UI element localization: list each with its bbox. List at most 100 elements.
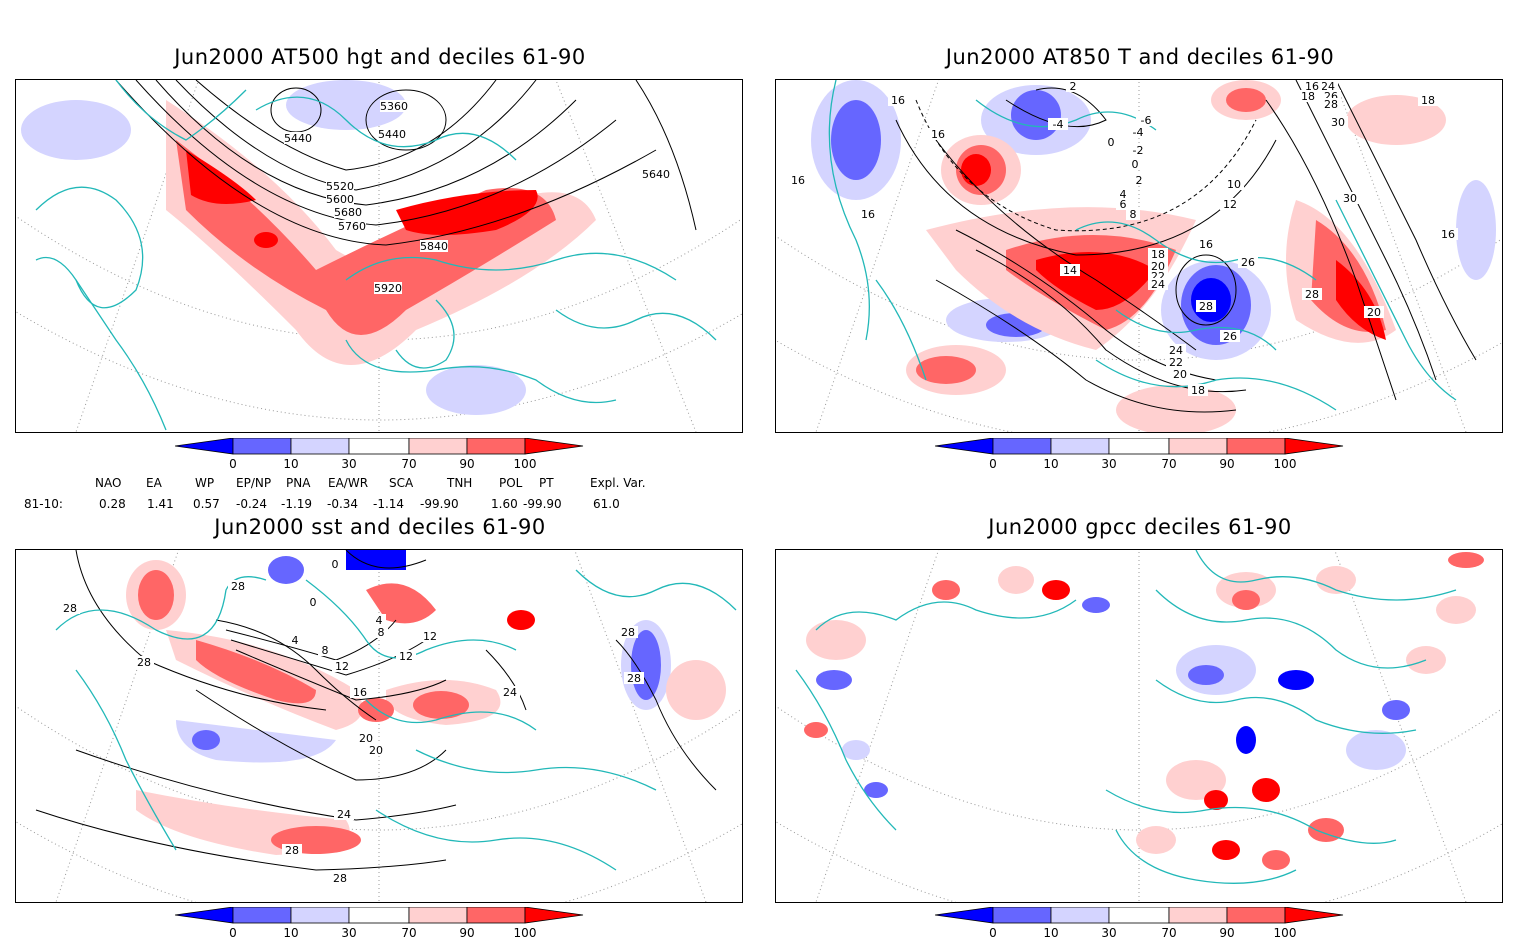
- colorbar-tick: 100: [1274, 457, 1297, 471]
- contour-label: 28: [231, 580, 245, 593]
- contour-label: 16: [1199, 238, 1213, 251]
- contour-label: 28: [621, 626, 635, 639]
- index-row-label: 81-10:: [24, 497, 63, 511]
- map-panel-sst: 28 28 28 4 8 12 16 20 20 24 28 28 24 28 …: [15, 549, 743, 903]
- map-panel-gpcc: [775, 549, 1503, 903]
- contour-label: 8: [322, 644, 329, 657]
- colorbar-tick: 30: [1101, 926, 1116, 940]
- colorbar-gpcc: 0 10 30 70 90 100: [934, 906, 1355, 941]
- colorbar-tick: 70: [401, 926, 416, 940]
- contour-label: 14: [1063, 264, 1077, 277]
- contour-label: 5840: [420, 240, 448, 253]
- colorbar-tick: 100: [1274, 926, 1297, 940]
- colorbar-tick: 10: [283, 457, 298, 471]
- colorbar-sst: 0 10 30 70 90 100: [174, 906, 595, 941]
- map-panel-hgt: 5360 5440 5440 5520 5600 5680 5760 5840 …: [15, 79, 743, 433]
- contour-label: 24: [1169, 344, 1183, 357]
- contour-label: 16: [891, 94, 905, 107]
- index-value: 1.41: [147, 497, 174, 511]
- map-hgt: 5360 5440 5440 5520 5600 5680 5760 5840 …: [16, 80, 742, 432]
- contour-label: 10: [1227, 178, 1241, 191]
- panel-title-t850: Jun2000 AT850 T and deciles 61-90: [945, 45, 1335, 69]
- index-value: 0.28: [99, 497, 126, 511]
- contour-label: -4: [1053, 118, 1064, 131]
- panel-title-sst: Jun2000 sst and deciles 61-90: [214, 515, 546, 539]
- contour-label: 5920: [374, 282, 402, 295]
- index-value: -0.24: [236, 497, 268, 511]
- index-header: SCA: [389, 476, 414, 490]
- contour-label: 28: [63, 602, 77, 615]
- contour-label: 24: [503, 686, 517, 699]
- contour-label: 4: [1120, 188, 1127, 201]
- contour-label: 8: [1130, 208, 1137, 221]
- colorbar-tick: 0: [989, 457, 997, 471]
- contour-label: 30: [1331, 116, 1345, 129]
- colorbar-tick: 70: [1161, 926, 1176, 940]
- index-header: PNA: [286, 476, 311, 490]
- contour-label: 12: [399, 650, 413, 663]
- index-value: 61.0: [593, 497, 620, 511]
- contour-label: 5760: [338, 220, 366, 233]
- contour-label: 0: [1132, 158, 1139, 171]
- contour-label: 28: [1305, 288, 1319, 301]
- contour-label: 5440: [378, 128, 406, 141]
- index-value: 0.57: [193, 497, 220, 511]
- contour-label: 20: [1173, 368, 1187, 381]
- contour-label: 26: [1241, 256, 1255, 269]
- index-header: WP: [195, 476, 215, 490]
- colorbar-tick: 90: [1219, 926, 1234, 940]
- contour-label: 16: [931, 128, 945, 141]
- contour-label: 18: [1191, 384, 1205, 397]
- contour-label: 5360: [380, 100, 408, 113]
- map-sst: 28 28 28 4 8 12 16 20 20 24 28 28 24 28 …: [16, 550, 742, 902]
- index-value: -99.90: [523, 497, 562, 511]
- colorbar-tick: 30: [1101, 457, 1116, 471]
- contour-label: 4: [376, 614, 383, 627]
- index-value: -1.19: [281, 497, 313, 511]
- contour-label: -4: [1133, 126, 1144, 139]
- contour-label: 28: [627, 672, 641, 685]
- contour-label: 12: [423, 630, 437, 643]
- contour-label: 16: [1305, 80, 1319, 93]
- contour-label: 24: [1321, 80, 1335, 93]
- contour-label: 16: [791, 174, 805, 187]
- index-header: Expl. Var.: [590, 476, 646, 490]
- index-header: PT: [539, 476, 554, 490]
- contour-label: 20: [359, 732, 373, 745]
- panel-title-gpcc: Jun2000 gpcc deciles 61-90: [988, 515, 1292, 539]
- contour-label: 16: [861, 208, 875, 221]
- colorbar-tick: 90: [1219, 457, 1234, 471]
- contour-label: 0: [310, 596, 317, 609]
- colorbar-tick: 90: [459, 926, 474, 940]
- contour-label: -6: [1141, 114, 1152, 127]
- colorbar-t850: 0 10 30 70 90 100: [934, 437, 1355, 472]
- index-value: -1.14: [373, 497, 405, 511]
- contour-label: 30: [1343, 192, 1357, 205]
- contour-label: 18: [1151, 248, 1165, 261]
- colorbar-tick: 30: [341, 457, 356, 471]
- contour-label: 28: [1324, 98, 1338, 111]
- contour-label: 24: [1151, 278, 1165, 291]
- contour-label: 12: [335, 660, 349, 673]
- panel-title-hgt: Jun2000 AT500 hgt and deciles 61-90: [174, 45, 586, 69]
- colorbar-tick: 100: [514, 457, 537, 471]
- colorbar-tick: 10: [1043, 457, 1058, 471]
- contour-label: 5680: [334, 206, 362, 219]
- colorbar-tick: 100: [514, 926, 537, 940]
- contour-label: 28: [137, 656, 151, 669]
- colorbar-tick: 10: [1043, 926, 1058, 940]
- contour-label: 28: [1199, 300, 1213, 313]
- contour-label: 5440: [284, 132, 312, 145]
- contour-label: 26: [1223, 330, 1237, 343]
- contour-label: 8: [378, 626, 385, 639]
- index-header: EP/NP: [236, 476, 272, 490]
- colorbar-tick: 90: [459, 457, 474, 471]
- contour-label: 0: [1108, 136, 1115, 149]
- map-panel-t850: 2 16 16 -4 -6 -4 -2 0 0 2 4 6 8 10 12 14…: [775, 79, 1503, 433]
- contour-label: 16: [353, 686, 367, 699]
- index-header: EA: [146, 476, 162, 490]
- contour-label: 2: [1070, 80, 1077, 93]
- contour-label: 5600: [326, 193, 354, 206]
- index-value: -0.34: [327, 497, 359, 511]
- contour-label: 24: [337, 808, 351, 821]
